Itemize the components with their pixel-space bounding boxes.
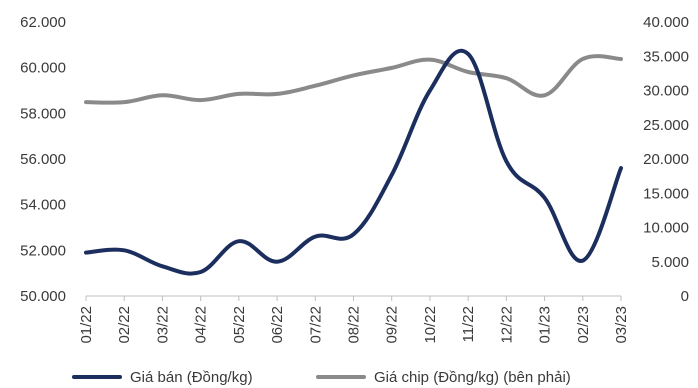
legend-item-gia-ban-label: Giá bán (Đồng/kg) [130,369,253,386]
x-tick-label: 10/22 [422,306,439,344]
right-axis-ticks: 0 5.000 10.000 15.000 20.000 25.000 30.000 35.0… [643,14,689,305]
right-tick-label: 30.000 [643,83,689,100]
left-tick-label: 50.000 [20,288,66,305]
x-tick-label: 04/22 [193,306,210,344]
left-tick-label: 56.000 [20,151,66,168]
x-tick-label: 02/23 [575,306,592,344]
left-axis-ticks: 50.000 52.000 54.000 56.000 58.000 60.000 62.0… [20,14,66,305]
x-tick-label: 01/23 [537,306,554,344]
left-tick-label: 52.000 [20,242,66,259]
x-tick-label: 01/22 [78,306,95,344]
x-tick-label: 03/23 [613,306,630,344]
right-tick-label: 0 [681,288,689,305]
right-tick-label: 5.000 [651,254,689,271]
left-tick-label: 60.000 [20,60,66,77]
x-axis-ticks: 01/22 02/22 03/22 04/22 05/22 06/22 07/22 08/22… [78,296,630,344]
right-tick-label: 40.000 [643,14,689,31]
left-tick-label: 58.000 [20,105,66,122]
series-line-gia-chip [84,54,623,105]
legend-item-gia-chip-label: Giá chip (Đồng/kg) (bên phải) [374,369,571,386]
right-tick-label: 20.000 [643,151,689,168]
x-tick-label: 02/22 [116,306,133,344]
series [84,48,623,276]
series-line-gia-ban [84,48,623,276]
left-tick-label: 54.000 [20,197,66,214]
x-tick-label: 11/22 [460,306,477,342]
legend: Giá bán (Đồng/kg) Giá chip (Đồng/kg) (bên… [72,369,571,386]
x-tick-label: 12/22 [498,306,515,344]
right-tick-label: 35.000 [643,48,689,65]
x-tick-label: 09/22 [384,306,401,344]
left-tick-label: 62.000 [20,14,66,31]
x-tick-label: 05/22 [231,306,248,344]
x-tick-label: 03/22 [154,306,171,344]
x-tick-label: 07/22 [307,306,324,344]
right-tick-label: 25.000 [643,117,689,134]
x-tick-label: 08/22 [346,306,363,344]
x-tick-label: 06/22 [269,306,286,344]
right-tick-label: 10.000 [643,220,689,237]
right-tick-label: 15.000 [643,185,689,202]
